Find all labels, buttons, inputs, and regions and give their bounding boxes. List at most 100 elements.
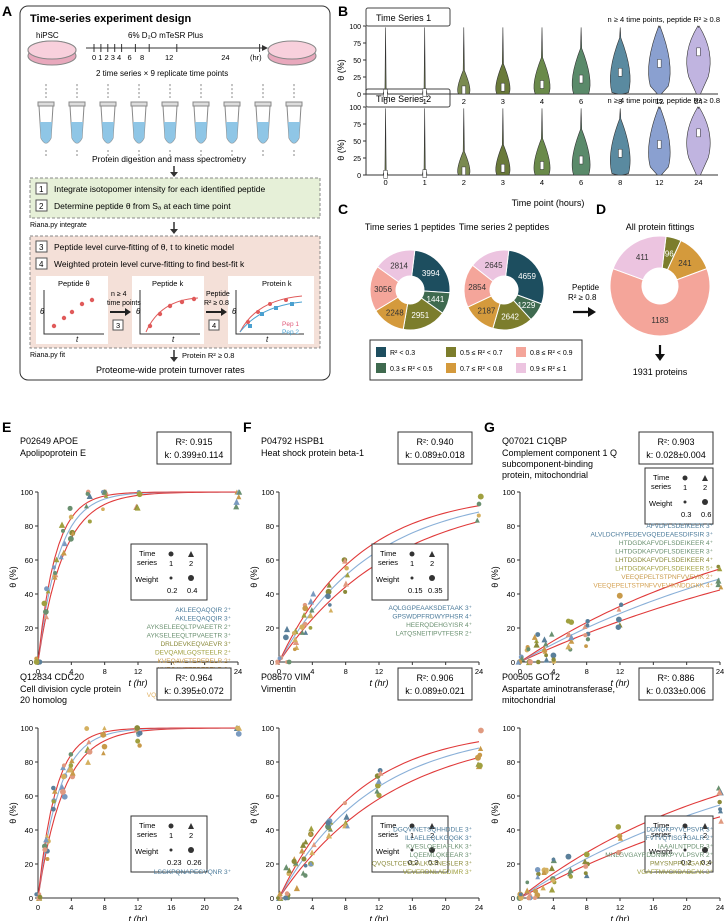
k-ytick-label: 0 [270, 894, 274, 903]
pie-slice-label: 1183 [651, 316, 669, 325]
violin-box [500, 82, 505, 92]
data-point [235, 726, 240, 730]
data-point [66, 766, 73, 773]
data-point [292, 647, 297, 652]
data-point [615, 824, 622, 830]
violin-box [579, 74, 584, 84]
peptide-label: AQLGGPEAAKSDETAAK 3⁺ [388, 605, 472, 612]
k-ytick-label: 0 [270, 658, 274, 667]
violin [495, 108, 511, 176]
legend-w2: 0.26 [187, 858, 202, 867]
data-point [616, 616, 622, 623]
data-point [137, 743, 142, 748]
data-point [565, 853, 572, 860]
legend-large-dot [188, 847, 194, 853]
protein-name-line: mitochondrial [502, 695, 556, 705]
b-note-1: n ≥ 4 time points, peptide R² ≥ 0.8 [608, 15, 720, 24]
b-note-2: n ≥ 4 time points, peptide R² ≥ 0.8 [608, 96, 720, 105]
arrow1-line1: n ≥ 4 [111, 291, 127, 298]
protein-id: P02649 APOE [20, 436, 78, 446]
legend-triangle-icon [702, 823, 708, 829]
protein-r2-label: Protein R² ≥ 0.8 [182, 351, 234, 360]
pep2-label: Pep 2 [282, 329, 299, 336]
panel-d: All protein fittings 96 241 1183 411 1931 p… [609, 222, 711, 377]
legend-small-dot [683, 848, 687, 852]
legend-small-dot [169, 848, 173, 852]
legend-time: Time [653, 473, 669, 482]
data-point [377, 770, 384, 776]
data-point [275, 659, 281, 665]
k-ytick-label: 20 [25, 624, 33, 633]
mini-plot1-title: Peptide θ [58, 279, 90, 288]
peptide-label: IAAAILNTPDLR 3⁺ [658, 844, 714, 851]
peptide-label: VEEQEPELTSTPNFVVEVIK 2⁺ [621, 574, 713, 581]
k-xtick-label: 16 [408, 903, 416, 912]
r2-value: R²: 0.906 [416, 673, 453, 683]
k-ytick-label: 100 [502, 488, 515, 497]
data-point [136, 491, 143, 498]
data-point [541, 869, 547, 876]
kinetic-panel-e: P02649 APOE Apolipoprotein E R²: 0.915 k: 0… [8, 431, 243, 699]
violin-box [657, 59, 662, 68]
b-ytick-label: 25 [353, 156, 361, 163]
data-point [307, 612, 314, 619]
data-point [69, 757, 75, 764]
kinetic-panel-g: Q07021 C1QBP Complement component 1 Qsubc… [490, 431, 724, 688]
violin-box [500, 163, 505, 173]
r2-value: R²: 0.940 [416, 437, 453, 447]
violin-box [618, 148, 623, 158]
violin [422, 108, 428, 176]
legend-weight: Weight [376, 847, 400, 856]
mini-point [179, 299, 185, 305]
b-xlabel: Time point (hours) [512, 198, 585, 208]
k-xtick-label: 20 [682, 903, 690, 912]
peptide-label: QVQSLTCEVDALKGTNESLER 3⁺ [372, 861, 473, 868]
legend-circle-icon [409, 551, 415, 557]
k-xtick-label: 8 [103, 667, 107, 676]
mini-fit-2 [239, 301, 303, 333]
data-point [477, 493, 484, 500]
data-point [718, 818, 724, 824]
data-point [284, 891, 290, 896]
b-xtick-label: 8 [618, 178, 622, 187]
data-point [58, 554, 64, 560]
data-point [616, 592, 623, 599]
panel-a: Time-series experiment design hiPSC 6% D… [19, 5, 331, 381]
digestion-label: Protein digestion and mass spectrometry [92, 154, 247, 164]
data-point [325, 588, 332, 595]
data-point [45, 588, 51, 594]
r2-value: R²: 0.915 [175, 437, 212, 447]
step3-text: Peptide level curve-fitting of θ, t to k… [54, 242, 234, 252]
protein-name-line: Complement component 1 Q [502, 448, 617, 458]
legend-large-dot [429, 575, 435, 581]
tube-cap [68, 101, 86, 107]
b-xtick-label: 24 [694, 97, 702, 106]
data-point [291, 858, 297, 864]
data-point [342, 557, 348, 564]
data-point [615, 624, 622, 630]
data-point [135, 738, 141, 744]
peptide-label: ALVLDCHYPEDEVGQEDEAESDIFSIR 3⁺ [590, 532, 713, 539]
k-ytick-label: 0 [29, 658, 33, 667]
data-point [101, 743, 108, 750]
violin-box [383, 170, 388, 179]
mini-point-2 [274, 306, 278, 310]
data-point [283, 634, 289, 641]
violin [571, 27, 591, 95]
mini-fit [239, 295, 303, 333]
peptide-label: LATQSNEITIPVTFESR 2⁺ [396, 631, 473, 638]
violin [383, 108, 389, 176]
tube-cap [161, 101, 179, 107]
tube-liquid [164, 122, 176, 143]
violin-box [422, 169, 427, 178]
step3-number: 3 [39, 243, 44, 252]
k-xlabel: t (hr) [611, 678, 630, 688]
data-point [374, 782, 381, 789]
violin [422, 27, 428, 95]
cell-label: hiPSC [36, 31, 59, 40]
k-xtick-label: 8 [585, 903, 589, 912]
violin [686, 106, 711, 176]
legend-time: Time [139, 821, 155, 830]
tube-liquid [226, 122, 238, 143]
